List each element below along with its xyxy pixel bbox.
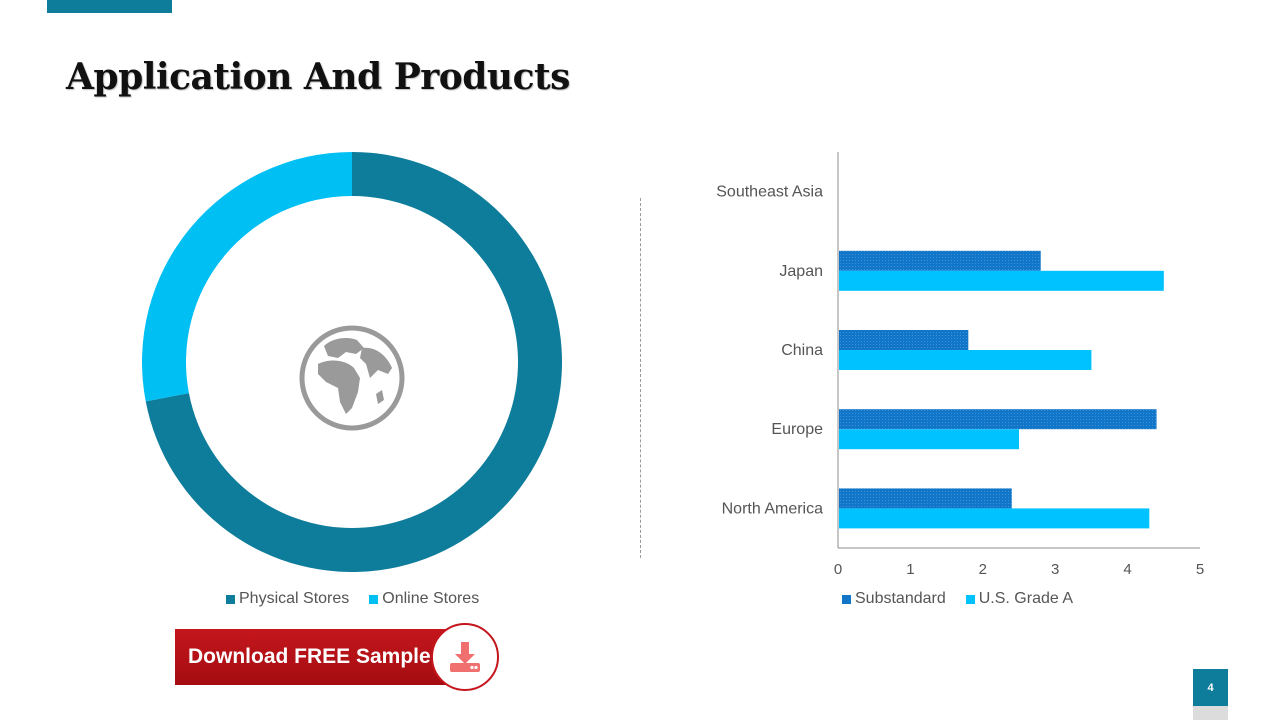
legend-item-physical-stores: Physical Stores [226,590,349,608]
y-tick-label: Southeast Asia [716,184,823,201]
legend-item-online-stores: Online Stores [369,590,479,608]
legend-label: Online Stores [382,590,480,607]
download-sample-button[interactable]: Download FREE Sample [175,629,447,685]
donut-legend: Physical Stores Online Stores [226,590,479,608]
legend-label: Physical Stores [239,590,350,607]
bar-legend: Substandard U.S. Grade A [842,590,1073,608]
swatch-grade-a [965,594,975,604]
x-tick-label: 3 [1051,561,1059,578]
y-tick-label: Europe [771,421,823,438]
bar-substandard-europe [839,409,1157,430]
swatch-online-stores [369,594,379,604]
bar-substandard-japan [839,250,1041,271]
page-number: 4 [1193,669,1228,706]
legend-item-grade-a: U.S. Grade A [965,590,1073,608]
legend-item-substandard: Substandard [842,590,946,608]
donut-slice-online-stores [141,152,352,402]
donut-chart [141,152,563,572]
bar-chart: 0 1 2 3 4 5 North America Europe China Japan South… [716,152,1204,578]
top-accent-bar [47,0,172,13]
bar-u-s-grade-a-china [839,350,1092,370]
bar-substandard-north-america [839,488,1012,509]
bar-u-s-grade-a-japan [839,270,1164,291]
y-tick-label: Japan [779,263,823,280]
y-tick-label: China [781,342,823,359]
x-tick-label: 1 [906,561,914,578]
download-icon [450,642,480,672]
x-tick-label: 0 [834,561,842,578]
page-title: Application And Products [66,56,570,98]
bar-substandard-china [839,330,969,350]
swatch-substandard [842,594,851,604]
bar-u-s-grade-a-europe [839,429,1019,450]
page-number-footer [1193,706,1228,720]
x-tick-label: 4 [1123,561,1131,578]
y-tick-label: North America [722,500,823,517]
x-tick-label: 5 [1196,561,1204,578]
x-tick-label: 2 [979,561,987,578]
swatch-physical-stores [226,594,235,604]
download-label: Download FREE Sample [188,645,431,668]
legend-label: U.S. Grade A [978,590,1073,607]
globe-icon [299,325,405,431]
legend-label: Substandard [855,590,946,607]
divider-line [640,198,641,558]
download-icon-button[interactable] [431,623,499,691]
bar-u-s-grade-a-north-america [839,508,1150,529]
